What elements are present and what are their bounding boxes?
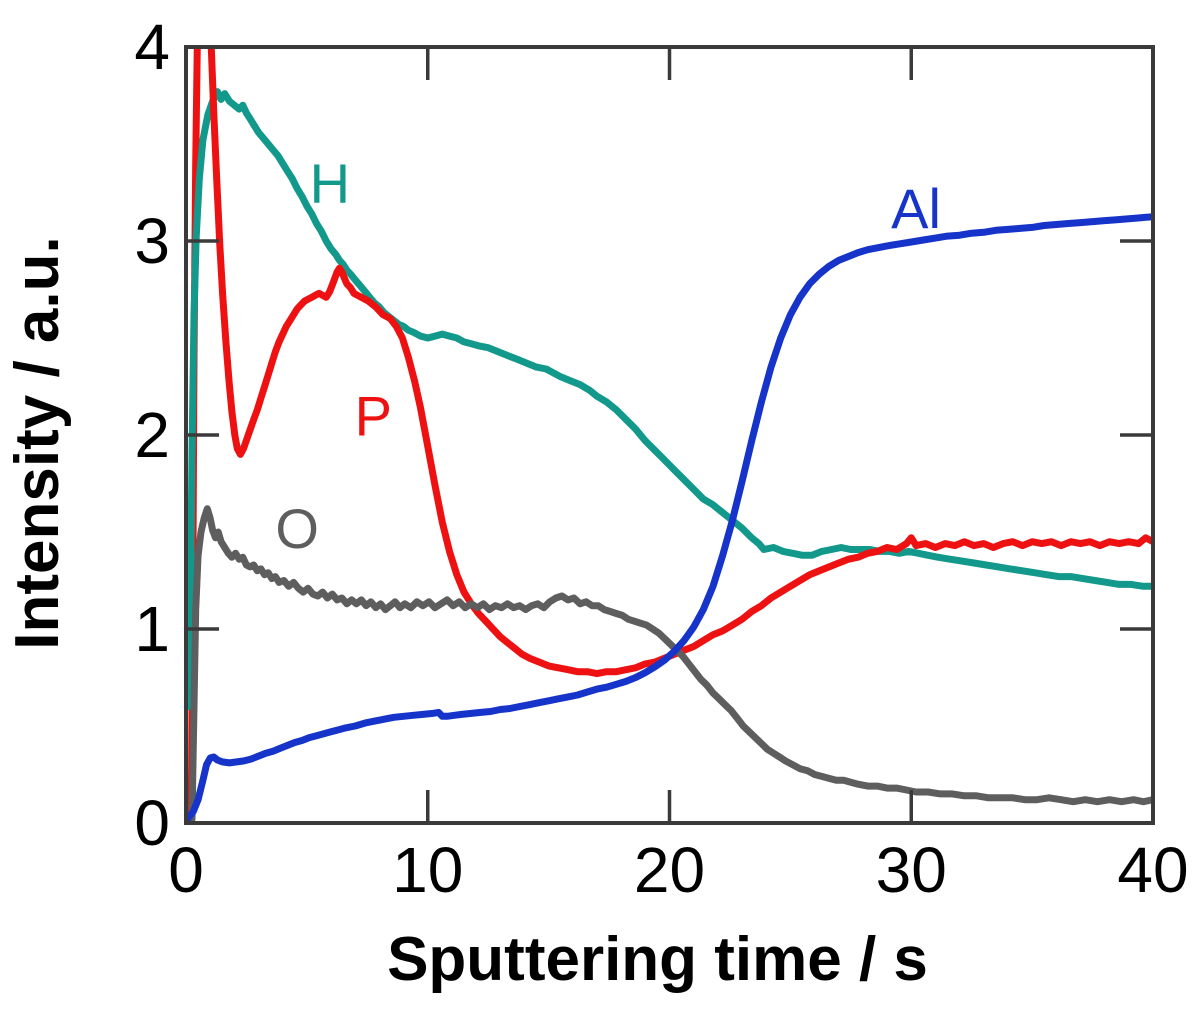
y-axis-title: Intensity / a.u. (3, 236, 72, 649)
series-P-label: P (355, 385, 392, 448)
series-O-label: O (275, 497, 319, 560)
series-P-line (207, 47, 1153, 678)
series-H-label: H (310, 152, 350, 215)
x-tick-label: 40 (1117, 834, 1188, 906)
y-tick-label: 2 (134, 399, 170, 471)
x-tick-label: 0 (168, 834, 204, 906)
axes-layer (184, 45, 1155, 825)
series-Al-label: Al (891, 177, 941, 240)
y-tick-label: 3 (134, 205, 170, 277)
y-tick-label: 4 (134, 11, 170, 83)
series-H-line (186, 88, 1153, 711)
x-axis-title: Sputtering time / s (387, 925, 928, 994)
series-Al-line (186, 213, 1153, 823)
y-tick-label: 0 (134, 787, 170, 859)
series-O-line (188, 505, 1153, 823)
y-tick-label: 1 (134, 593, 170, 665)
labels-layer: 0 10 20 30 40 0 1 2 3 4 Sputtering time / s Intensi… (3, 11, 1189, 994)
curves-layer (186, 47, 1153, 823)
x-tick-label: 20 (634, 834, 705, 906)
x-tick-label: 30 (876, 834, 947, 906)
x-tick-label: 10 (392, 834, 463, 906)
